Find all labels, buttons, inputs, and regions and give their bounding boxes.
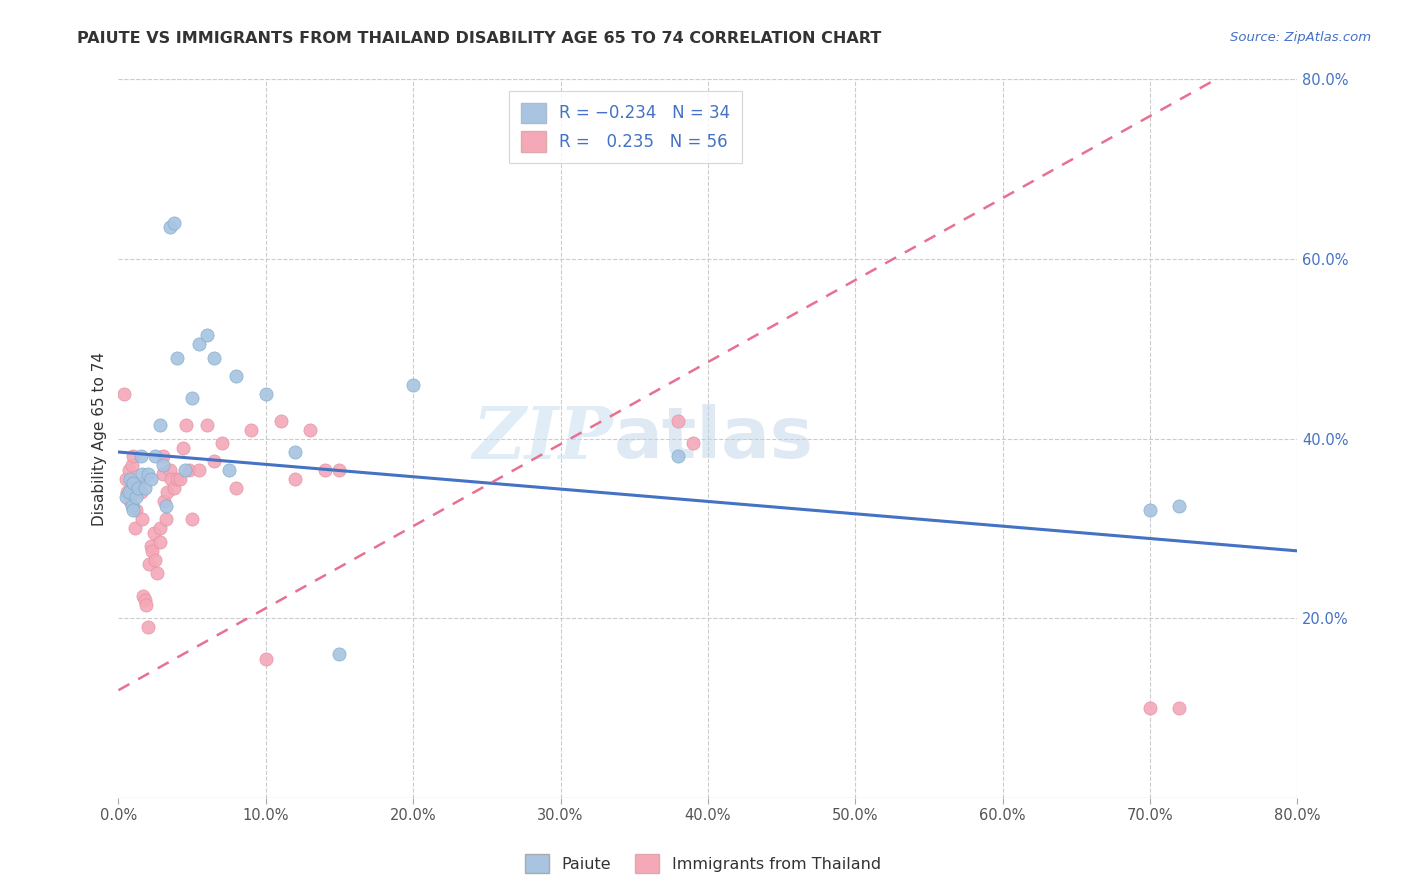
Point: [270, 413, 292, 427]
Point: [284, 445, 307, 459]
Point: [1139, 503, 1161, 517]
Point: [155, 499, 177, 513]
Point: [120, 494, 142, 508]
Text: ZIP: ZIP: [472, 403, 613, 474]
Point: [138, 558, 160, 572]
Point: [136, 620, 159, 634]
Point: [121, 458, 143, 473]
Point: [225, 481, 247, 495]
Point: [188, 463, 211, 477]
Point: [129, 450, 152, 464]
Point: [254, 386, 277, 401]
Point: [118, 463, 141, 477]
Point: [159, 463, 181, 477]
Point: [668, 450, 690, 464]
Point: [1168, 701, 1191, 715]
Y-axis label: Disability Age 65 to 74: Disability Age 65 to 74: [93, 351, 107, 525]
Point: [134, 481, 156, 495]
Point: [145, 566, 167, 581]
Point: [125, 490, 148, 504]
Point: [163, 216, 186, 230]
Point: [135, 598, 157, 612]
Point: [169, 472, 191, 486]
Point: [152, 450, 174, 464]
Point: [122, 503, 145, 517]
Point: [173, 463, 195, 477]
Point: [211, 436, 233, 450]
Point: [284, 472, 307, 486]
Point: [240, 423, 263, 437]
Text: atlas: atlas: [613, 404, 814, 473]
Point: [202, 454, 225, 468]
Point: [195, 328, 218, 343]
Point: [121, 499, 143, 513]
Point: [152, 467, 174, 482]
Point: [124, 521, 146, 535]
Point: [122, 476, 145, 491]
Point: [131, 512, 153, 526]
Point: [141, 544, 163, 558]
Point: [174, 418, 197, 433]
Point: [153, 494, 176, 508]
Point: [195, 418, 218, 433]
Legend: R = −0.234   N = 34, R =  0.235   N = 56: R = −0.234 N = 34, R = 0.235 N = 56: [509, 91, 742, 163]
Point: [149, 534, 172, 549]
Point: [328, 647, 350, 661]
Point: [122, 476, 145, 491]
Point: [172, 441, 194, 455]
Point: [132, 589, 155, 603]
Point: [134, 593, 156, 607]
Point: [1168, 499, 1191, 513]
Text: PAIUTE VS IMMIGRANTS FROM THAILAND DISABILITY AGE 65 TO 74 CORRELATION CHART: PAIUTE VS IMMIGRANTS FROM THAILAND DISAB…: [77, 31, 882, 46]
Point: [149, 521, 172, 535]
Point: [298, 423, 321, 437]
Point: [139, 540, 162, 554]
Point: [218, 463, 240, 477]
Point: [142, 525, 165, 540]
Point: [188, 337, 211, 351]
Point: [225, 368, 247, 383]
Point: [152, 458, 174, 473]
Point: [149, 418, 172, 433]
Point: [120, 472, 142, 486]
Point: [668, 413, 690, 427]
Point: [179, 463, 201, 477]
Point: [682, 436, 704, 450]
Point: [125, 503, 148, 517]
Point: [131, 467, 153, 482]
Point: [181, 391, 204, 405]
Point: [143, 553, 166, 567]
Point: [136, 467, 159, 482]
Point: [117, 485, 139, 500]
Point: [166, 351, 188, 365]
Point: [114, 472, 136, 486]
Point: [143, 450, 166, 464]
Point: [129, 485, 152, 500]
Point: [118, 485, 141, 500]
Text: Source: ZipAtlas.com: Source: ZipAtlas.com: [1230, 31, 1371, 45]
Point: [160, 472, 183, 486]
Point: [139, 472, 162, 486]
Point: [122, 450, 145, 464]
Point: [254, 651, 277, 665]
Point: [314, 463, 336, 477]
Point: [202, 351, 225, 365]
Point: [166, 472, 188, 486]
Point: [127, 476, 149, 491]
Point: [156, 485, 179, 500]
Point: [127, 481, 149, 495]
Point: [159, 220, 181, 235]
Point: [402, 377, 425, 392]
Point: [328, 463, 350, 477]
Point: [112, 386, 135, 401]
Legend: Paiute, Immigrants from Thailand: Paiute, Immigrants from Thailand: [519, 847, 887, 880]
Point: [181, 512, 204, 526]
Point: [155, 512, 177, 526]
Point: [1139, 701, 1161, 715]
Point: [114, 490, 136, 504]
Point: [120, 485, 142, 500]
Point: [163, 481, 186, 495]
